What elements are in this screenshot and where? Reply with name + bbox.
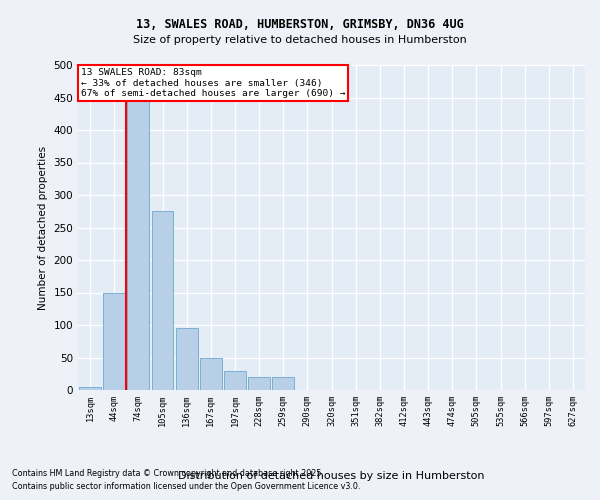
Bar (103, 292, 125, 390)
Bar (248, 377, 270, 390)
Text: Contains HM Land Registry data © Crown copyright and database right 2025.: Contains HM Land Registry data © Crown c… (12, 468, 324, 477)
Bar (272, 377, 294, 390)
Bar (127, 91, 149, 390)
Bar (200, 358, 221, 390)
Text: Contains public sector information licensed under the Open Government Licence v3: Contains public sector information licen… (12, 482, 361, 491)
Y-axis label: Number of detached properties: Number of detached properties (38, 146, 48, 310)
Bar (152, 211, 173, 390)
Bar (176, 328, 197, 390)
Text: 13 SWALES ROAD: 83sqm
← 33% of detached houses are smaller (346)
67% of semi-det: 13 SWALES ROAD: 83sqm ← 33% of detached … (80, 68, 345, 98)
X-axis label: Distribution of detached houses by size in Humberston: Distribution of detached houses by size … (178, 471, 485, 481)
Text: Size of property relative to detached houses in Humberston: Size of property relative to detached ho… (133, 35, 467, 45)
Bar (224, 370, 246, 390)
Text: 13, SWALES ROAD, HUMBERSTON, GRIMSBY, DN36 4UG: 13, SWALES ROAD, HUMBERSTON, GRIMSBY, DN… (136, 18, 464, 30)
Bar (79, 387, 101, 390)
